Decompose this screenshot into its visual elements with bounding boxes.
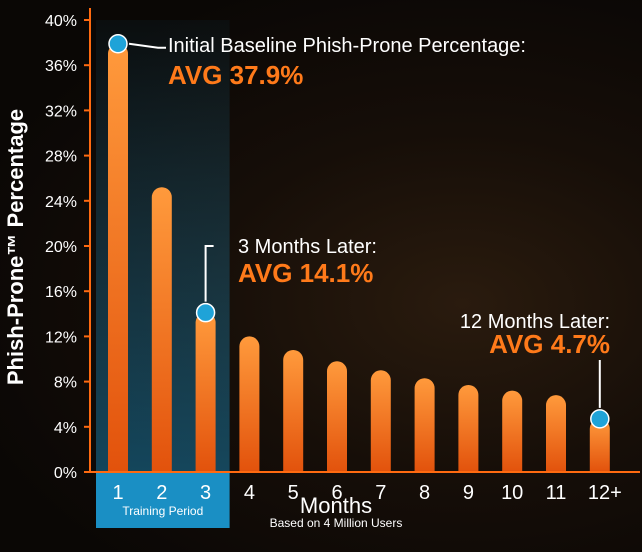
x-tick-label: 5 (288, 482, 299, 504)
bar-7 (370, 370, 391, 472)
bar-8 (414, 378, 435, 472)
x-tick-label: 9 (463, 482, 474, 504)
x-tick-label: 1 (112, 482, 123, 504)
x-tick-label: 7 (375, 482, 386, 504)
x-tick-label: 12+ (588, 482, 622, 504)
x-axis-subtitle: Based on 4 Million Users (270, 516, 403, 530)
x-tick-label: 2 (156, 482, 167, 504)
x-axis-title: Months (300, 493, 372, 518)
x-tick-label: 11 (546, 482, 567, 504)
bar-1 (108, 43, 128, 472)
bar-4 (239, 336, 260, 472)
annotation-value: AVG 37.9% (168, 60, 303, 90)
y-tick-label: 20% (45, 239, 77, 256)
y-tick-label: 32% (45, 103, 77, 120)
x-tick-label: 10 (501, 482, 523, 504)
bar-2 (151, 187, 172, 473)
x-tick-label: 3 (200, 482, 211, 504)
x-tick-label: 4 (244, 482, 255, 504)
annotation-value: AVG 14.1% (238, 258, 373, 288)
annotation-marker (108, 33, 128, 54)
training-period-label: Training Period (122, 504, 203, 518)
y-tick-label: 40% (45, 13, 77, 30)
x-tick-label: 6 (331, 482, 342, 504)
y-tick-label: 8% (54, 375, 77, 392)
training-period-band (96, 472, 230, 528)
bar-12+ (589, 418, 610, 472)
y-tick-label: 24% (45, 194, 77, 211)
bar-11 (546, 395, 566, 472)
annotation-leader (128, 42, 166, 49)
y-tick-label: 16% (45, 284, 77, 301)
bar-10 (502, 390, 523, 472)
bar-3 (195, 312, 216, 472)
annotation-leader (204, 245, 214, 302)
annotation-marker (590, 409, 610, 429)
y-tick-label: 28% (45, 149, 77, 166)
x-tick-label: 8 (419, 482, 430, 504)
bar-9 (458, 384, 479, 472)
bar-6 (327, 361, 347, 472)
annotation-label: Initial Baseline Phish-Prone Percentage: (168, 35, 526, 57)
annotation-label: 3 Months Later: (238, 236, 377, 258)
annotation-label: 12 Months Later: (460, 311, 610, 333)
annotation-marker (195, 302, 216, 323)
y-tick-label: 12% (45, 329, 77, 346)
y-axis-title: Phish-Prone™ Percentage (3, 109, 28, 385)
annotation-value: AVG 4.7% (489, 329, 610, 359)
y-tick-label: 4% (54, 420, 77, 437)
y-tick-label: 36% (45, 58, 77, 75)
y-tick-label: 0% (54, 465, 77, 482)
bar-5 (283, 349, 304, 472)
